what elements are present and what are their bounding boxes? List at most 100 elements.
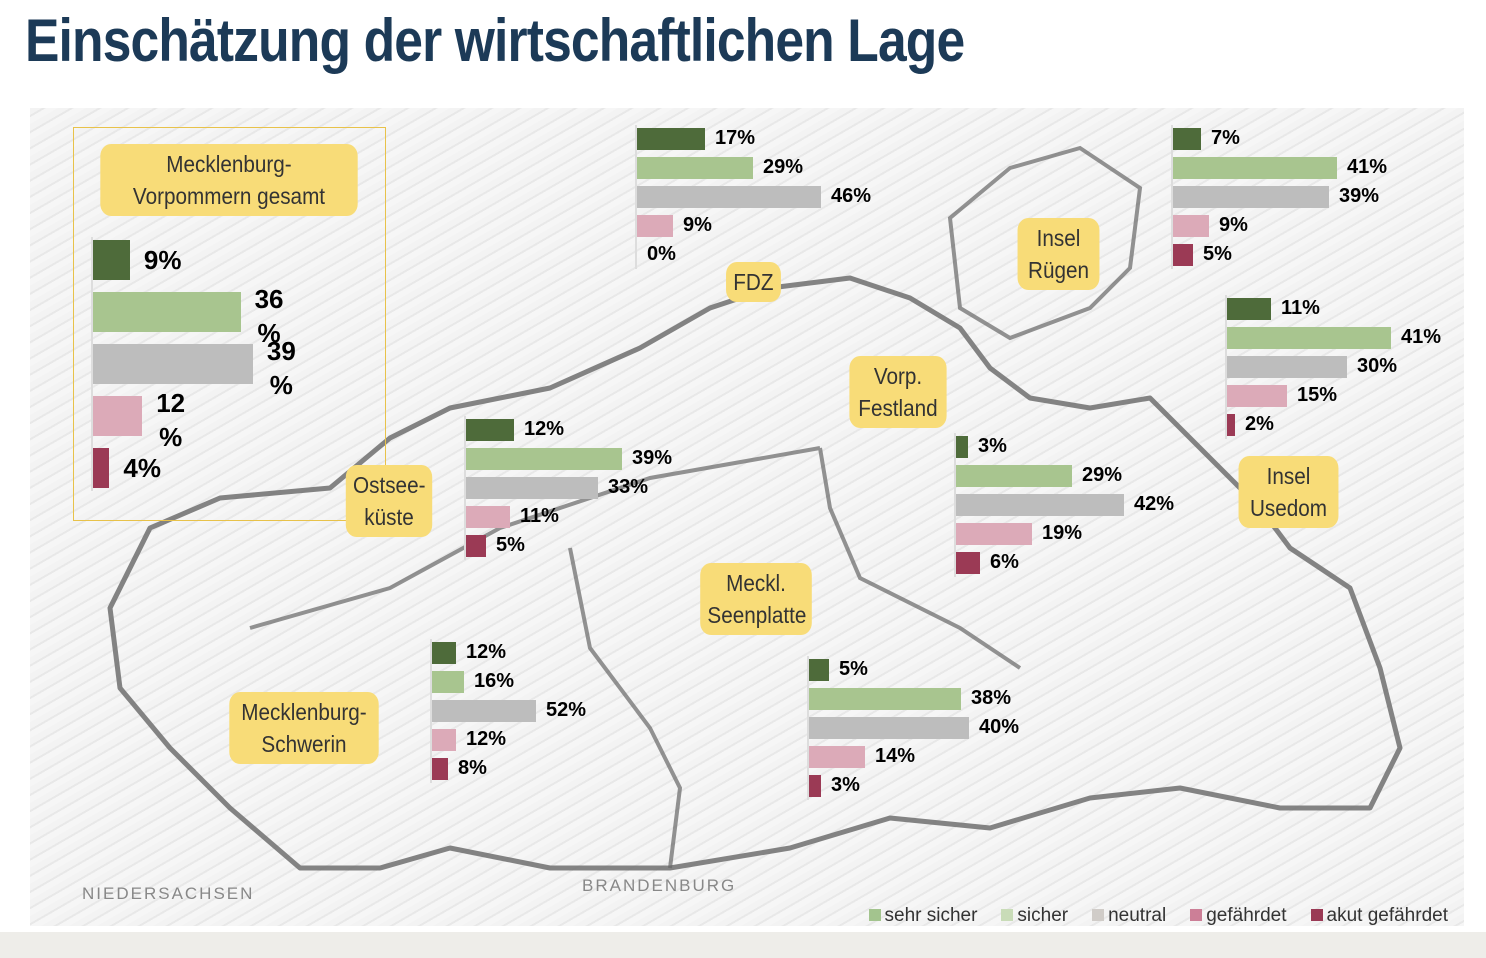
legend-label: gefährdet	[1206, 905, 1287, 926]
bar-sicher	[956, 465, 1072, 487]
bar-value-label: 4%	[123, 453, 161, 483]
region-label-ruegen: Insel Rügen	[1017, 218, 1100, 290]
region-label-fdz: FDZ	[726, 262, 781, 302]
bar-neutral	[637, 186, 821, 208]
bar-value-label: 40%	[979, 716, 1020, 738]
bar-value-label: 8%	[458, 757, 487, 779]
bar-sicher	[466, 448, 622, 470]
bar-value-label: 5%	[496, 534, 525, 556]
bar-value-label: 39%	[632, 447, 673, 469]
bar-sicher	[637, 157, 753, 179]
bar-gefährdet	[93, 396, 143, 436]
bar-neutral	[466, 477, 598, 499]
region-label-mv: Mecklenburg-Vorpommern gesamt	[100, 144, 358, 216]
legend-swatch	[1092, 909, 1105, 921]
bar-axis	[635, 125, 637, 269]
region-label-vorp: Vorp. Festland	[849, 356, 947, 428]
bar-value-label: 38%	[971, 687, 1012, 709]
bar-value-label: 12%	[466, 728, 507, 750]
bar-value-label: 42%	[1134, 493, 1175, 515]
bar-gefährdet	[466, 506, 510, 528]
state-label-brandenburg: BRANDENBURG	[582, 876, 737, 895]
bar-value-label: 7%	[1211, 127, 1240, 149]
bar-value-label: 39 %	[266, 336, 296, 400]
bar-sehr-sicher	[1227, 298, 1271, 320]
footer-bar	[0, 932, 1486, 958]
bar-gefährdet	[432, 729, 456, 751]
bar-value-label: 11%	[1281, 297, 1320, 319]
bar-value-label: 29%	[763, 156, 804, 178]
region-label-usedom: Insel Usedom	[1238, 456, 1339, 528]
bar-value-label: 39%	[1339, 185, 1380, 207]
bar-sehr-sicher	[432, 642, 456, 664]
bar-sehr-sicher	[1173, 128, 1201, 150]
bar-neutral	[432, 700, 536, 722]
legend-swatch	[868, 909, 881, 921]
bar-value-label: 19%	[1042, 522, 1083, 544]
bar-value-label: 12 %	[156, 388, 186, 452]
map-outline	[107, 145, 1403, 871]
bar-gefährdet	[809, 746, 865, 768]
bar-gefährdet	[1173, 215, 1209, 237]
mv-total-box	[73, 127, 386, 521]
bar-value-label: 52%	[546, 699, 587, 721]
legend-label: neutral	[1108, 905, 1167, 926]
bar-neutral	[1173, 186, 1329, 208]
bar-gefährdet	[956, 523, 1032, 545]
bar-axis	[430, 639, 432, 783]
region-label-schwerin: Mecklenburg-Schwerin	[229, 692, 379, 764]
legend: sehr sicher sicher neutral gefährdet akut ge…	[868, 905, 1448, 927]
legend-item: sehr sicher	[868, 905, 978, 927]
bar-axis	[464, 416, 466, 560]
bar-axis	[1171, 125, 1173, 269]
region-label-ostsee: Ostsee-küste	[345, 465, 433, 537]
bar-value-label: 2%	[1245, 413, 1274, 435]
bar-value-label: 0%	[647, 243, 676, 265]
bar-value-label: 46%	[831, 185, 872, 207]
legend-label: sicher	[1017, 905, 1069, 926]
bar-sehr-sicher	[956, 436, 968, 458]
bar-akut-gefährdet	[1173, 244, 1193, 266]
bar-sehr-sicher	[93, 240, 130, 280]
bar-axis	[1225, 295, 1227, 439]
bar-value-label: 16%	[474, 670, 515, 692]
bar-sehr-sicher	[637, 128, 705, 150]
bar-akut-gefährdet	[432, 758, 448, 780]
legend-item: akut gefährdet	[1310, 905, 1448, 927]
bar-value-label: 9%	[1219, 214, 1248, 236]
bar-neutral	[1227, 356, 1347, 378]
bar-akut-gefährdet	[809, 775, 821, 797]
legend-label: sehr sicher	[884, 905, 978, 926]
legend-item: sicher	[1001, 905, 1068, 927]
bar-value-label: 3%	[978, 435, 1007, 457]
bar-akut-gefährdet	[466, 535, 486, 557]
page-title: Einschätzung der wirtschaftlichen Lage	[25, 7, 965, 74]
bar-sehr-sicher	[466, 419, 514, 441]
bar-value-label: 11%	[520, 505, 559, 527]
legend-swatch	[1310, 909, 1323, 921]
bar-value-label: 33%	[608, 476, 649, 498]
bar-value-label: 5%	[1203, 243, 1232, 265]
bar-neutral	[956, 494, 1124, 516]
bar-sicher	[1173, 157, 1337, 179]
bar-value-label: 12%	[524, 418, 565, 440]
bar-sicher	[809, 688, 961, 710]
bar-value-label: 36 %	[254, 284, 284, 348]
state-label-niedersachsen: NIEDERSACHSEN	[82, 884, 255, 903]
legend-label: akut gefährdet	[1326, 905, 1448, 926]
legend-swatch	[1001, 909, 1014, 921]
bar-sicher	[1227, 327, 1391, 349]
bar-gefährdet	[637, 215, 673, 237]
bar-value-label: 12%	[466, 641, 507, 663]
bar-value-label: 6%	[990, 551, 1019, 573]
bar-value-label: 29%	[1082, 464, 1123, 486]
bar-axis	[91, 237, 93, 491]
bar-akut-gefährdet	[956, 552, 980, 574]
bar-value-label: 9%	[683, 214, 712, 236]
bar-akut-gefährdet	[1227, 414, 1235, 436]
bar-value-label: 15%	[1297, 384, 1338, 406]
legend-swatch	[1190, 909, 1203, 921]
region-label-seenplatte: Meckl. Seenplatte	[700, 563, 812, 635]
bar-axis	[807, 656, 809, 800]
bar-value-label: 41%	[1401, 326, 1442, 348]
